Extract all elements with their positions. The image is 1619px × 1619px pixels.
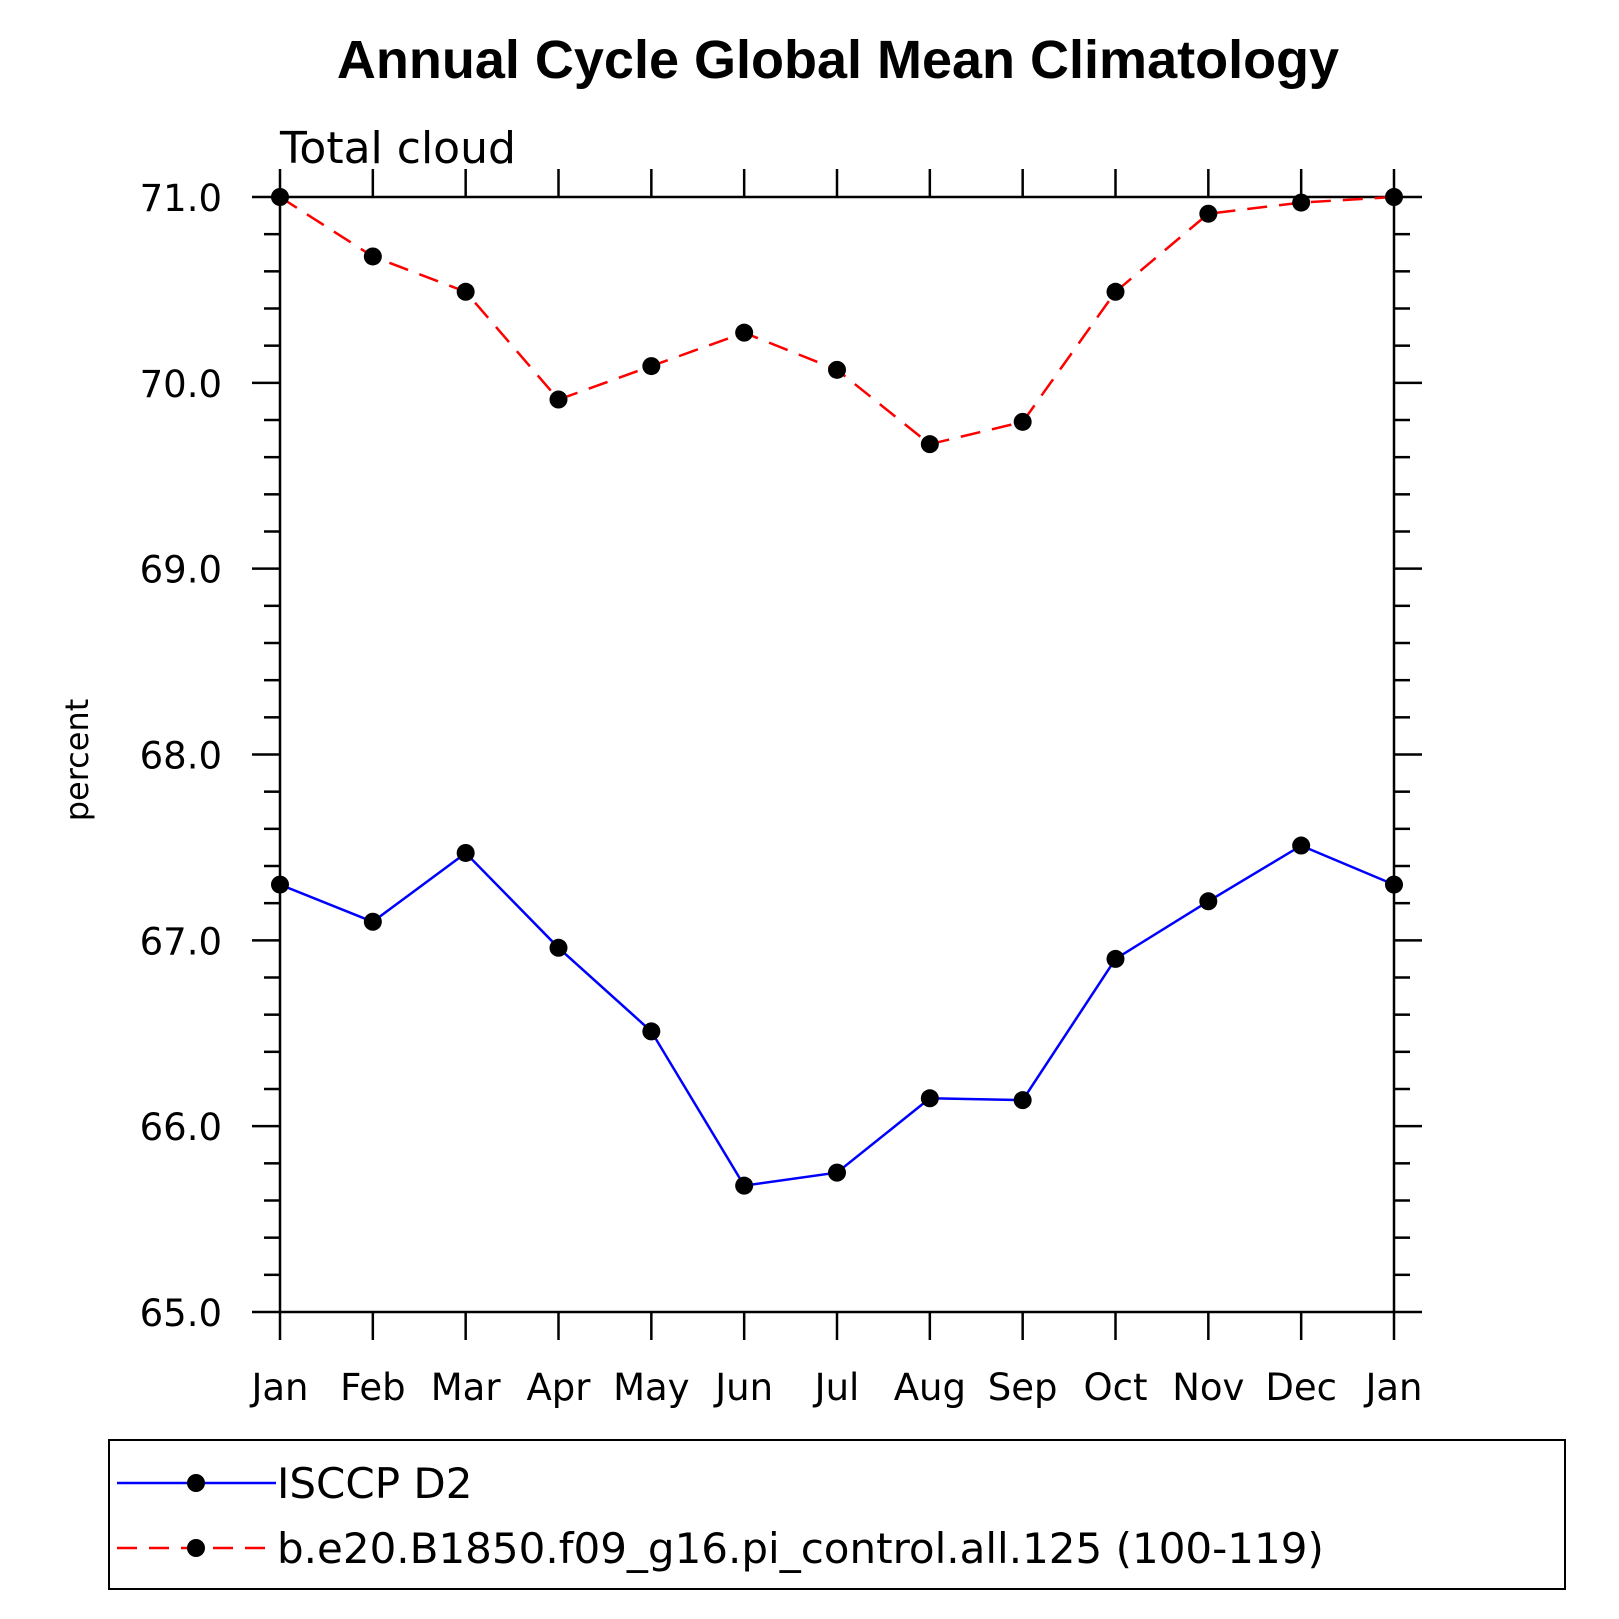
data-point [549, 938, 568, 957]
y-tick-label: 69.0 [140, 549, 222, 592]
x-tick-label: Nov [1172, 1366, 1244, 1409]
legend: ISCCP D2 b.e20.B1850.f09_g16.pi_control.… [108, 1439, 1566, 1590]
x-tick-label: Mar [431, 1366, 502, 1409]
y-tick-label: 65.0 [140, 1292, 222, 1335]
data-point [549, 390, 568, 409]
y-tick-label: 70.0 [140, 363, 222, 406]
data-point [735, 1176, 754, 1195]
data-point [642, 357, 661, 376]
chart-subtitle: Total cloud [279, 123, 516, 174]
legend-box [108, 1439, 1566, 1590]
data-point [1199, 204, 1218, 223]
series-line-1 [279, 195, 1395, 446]
data-point [1199, 892, 1218, 911]
data-point [920, 1089, 939, 1108]
data-point [1292, 193, 1311, 212]
legend-label-model: b.e20.B1850.f09_g16.pi_control.all.125 (… [277, 1524, 1324, 1573]
data-point [456, 282, 475, 301]
chart-title: Annual Cycle Global Mean Climatology [337, 30, 1339, 90]
x-tick-label: Dec [1265, 1366, 1337, 1409]
data-point [642, 1022, 661, 1041]
y-tick-label: 66.0 [140, 1106, 222, 1149]
data-point [1385, 875, 1403, 894]
x-tick-labels: Jan Feb Mar Apr May Jun Jul Aug Sep Oct Nov Dec Jan [249, 1366, 1422, 1409]
x-tick-label: Sep [988, 1366, 1058, 1409]
data-point [363, 247, 382, 266]
series-layer [271, 188, 1403, 1195]
legend-swatch-isccp-marker [187, 1474, 205, 1492]
x-tick-label: Feb [340, 1366, 406, 1409]
x-tick-label: Jun [713, 1366, 773, 1409]
data-point [1106, 282, 1125, 301]
x-tick-label: Aug [894, 1366, 966, 1409]
x-tick-label: Jan [1363, 1366, 1422, 1409]
x-tick-label: Oct [1084, 1366, 1148, 1409]
data-point [1013, 412, 1032, 431]
data-point [1013, 1091, 1032, 1110]
x-tick-label: May [613, 1366, 690, 1409]
data-point [456, 843, 475, 862]
plot-frame [278, 195, 1396, 1314]
data-point [1292, 836, 1311, 855]
x-tick-label: Apr [526, 1366, 591, 1409]
data-point [363, 912, 382, 931]
axis-ticks [252, 169, 1422, 1340]
data-point [271, 188, 289, 206]
data-point [920, 435, 939, 454]
x-tick-label: Jan [249, 1366, 308, 1409]
data-point [1385, 188, 1403, 206]
legend-label-isccp: ISCCP D2 [277, 1459, 472, 1508]
x-tick-label: Jul [813, 1366, 860, 1409]
data-point [828, 1163, 846, 1182]
series-line-0 [279, 844, 1395, 1187]
y-axis-label: percent [58, 699, 96, 822]
y-tick-label: 67.0 [140, 920, 222, 963]
y-tick-label: 71.0 [140, 177, 222, 220]
data-point [271, 875, 289, 894]
legend-swatch-model-marker [187, 1539, 205, 1557]
data-point [828, 360, 846, 379]
y-tick-labels: 65.0 66.0 67.0 68.0 69.0 70.0 71.0 [140, 177, 222, 1335]
data-point [1106, 949, 1125, 968]
y-tick-label: 68.0 [140, 735, 222, 778]
data-point [735, 323, 754, 342]
